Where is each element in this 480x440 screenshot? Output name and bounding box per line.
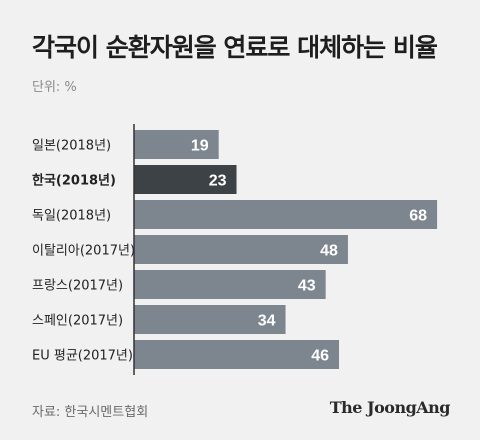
bar-3 xyxy=(134,235,348,264)
value-label-6: 46 xyxy=(311,348,329,365)
value-label-1: 23 xyxy=(209,173,227,190)
category-label-3: 이탈리아(2017년) xyxy=(32,244,135,259)
bar-5 xyxy=(134,305,286,334)
unit-label: 단위: % xyxy=(32,80,77,95)
value-label-5: 34 xyxy=(258,313,276,330)
value-labels-group: 19 23 68 48 43 34 46 xyxy=(191,138,427,365)
bars-group xyxy=(134,130,438,369)
category-label-0: 일본(2018년) xyxy=(32,139,111,154)
category-label-4: 프랑스(2017년) xyxy=(32,279,123,294)
category-label-5: 스페인(2017년) xyxy=(32,314,123,329)
category-label-2: 독일(2018년) xyxy=(32,209,111,224)
value-label-0: 19 xyxy=(191,138,209,155)
bar-4 xyxy=(134,270,326,299)
value-label-4: 43 xyxy=(298,278,316,295)
bar-2 xyxy=(134,200,438,229)
value-label-3: 48 xyxy=(320,243,338,260)
category-label-1: 한국(2018년) xyxy=(32,173,116,189)
bar-0 xyxy=(134,130,219,159)
bar-6 xyxy=(134,340,340,369)
value-label-2: 68 xyxy=(409,208,427,225)
bar-1 xyxy=(134,165,237,194)
source-note: 자료: 한국시멘트협회 xyxy=(32,405,149,420)
chart-title: 각국이 순환자원을 연료로 대체하는 비율 xyxy=(32,33,438,62)
brand-logo: The JoongAng xyxy=(329,398,451,417)
category-label-6: EU 평균(2017년) xyxy=(32,349,133,364)
category-labels-group: 일본(2018년) 한국(2018년) 독일(2018년) 이탈리아(2017년) 프랑… xyxy=(32,139,135,364)
